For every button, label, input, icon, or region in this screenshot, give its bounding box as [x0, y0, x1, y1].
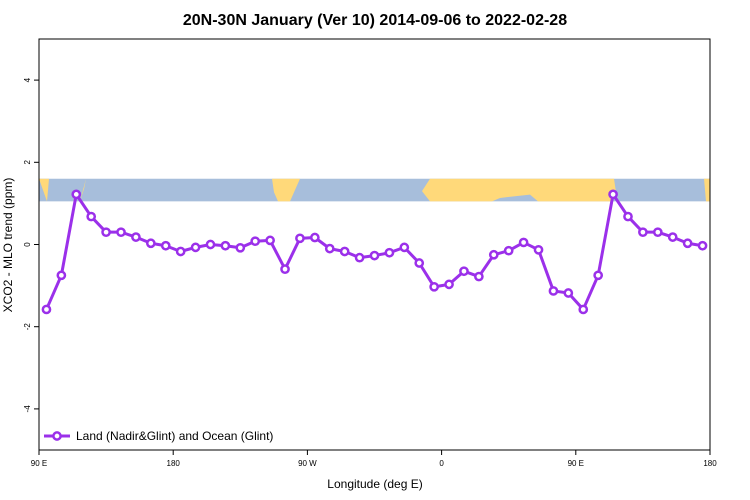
y-tick-label: 4 — [23, 77, 32, 82]
y-axis-label: XCO2 - MLO trend (ppm) — [1, 178, 15, 313]
data-point — [190, 242, 201, 253]
y-tick-label: 2 — [23, 160, 32, 165]
data-point — [324, 243, 335, 254]
data-point — [429, 281, 439, 292]
data-point — [488, 249, 499, 260]
data-point — [354, 252, 365, 263]
data-point — [682, 238, 693, 249]
data-point — [503, 245, 514, 256]
y-axis: -4 -2 0 2 4 — [23, 77, 39, 412]
plot-frame — [38, 38, 711, 451]
data-point — [667, 232, 678, 242]
x-tick-label: 90 E — [31, 459, 47, 468]
data-point — [474, 271, 484, 282]
data-point — [41, 304, 52, 315]
data-point — [220, 240, 231, 251]
data-point — [548, 286, 559, 296]
x-tick-label: 180 — [703, 459, 717, 468]
data-point — [697, 240, 708, 251]
land-mass — [80, 178, 86, 202]
data-point — [205, 239, 216, 250]
land-mass — [39, 178, 49, 202]
x-tick-label: 180 — [167, 459, 181, 468]
data-point — [518, 237, 529, 248]
data-point — [444, 279, 454, 290]
data-point — [56, 270, 67, 281]
data-point — [369, 250, 380, 261]
data-point — [339, 246, 350, 257]
data-point — [101, 227, 111, 238]
land-mass — [272, 178, 300, 202]
data-point — [175, 246, 186, 257]
data-point — [131, 232, 141, 242]
y-tick-label: -4 — [23, 405, 32, 413]
data-point — [384, 247, 395, 258]
data-point — [578, 304, 589, 315]
x-tick-label: 90 E — [568, 459, 584, 468]
data-point — [608, 189, 618, 200]
y-tick-label: 0 — [23, 242, 32, 247]
x-tick-label: 0 — [439, 459, 444, 468]
data-point — [652, 227, 663, 238]
data-point — [71, 189, 82, 200]
y-tick-label: -2 — [23, 323, 32, 331]
data-point — [265, 235, 275, 246]
land-mass — [422, 178, 616, 202]
data-point — [250, 236, 261, 247]
map-strip-land — [39, 178, 710, 202]
data-point — [638, 227, 648, 238]
data-point — [116, 227, 126, 238]
data-point — [160, 240, 171, 251]
data-point — [280, 264, 290, 275]
data-point — [623, 211, 633, 222]
land-mass — [704, 178, 710, 202]
map-strip — [39, 178, 710, 202]
legend-label: Land (Nadir&Glint) and Ocean (Glint) — [76, 429, 273, 443]
data-point — [414, 258, 425, 268]
legend-marker — [52, 431, 62, 441]
data-point — [145, 238, 156, 249]
data-point — [310, 232, 320, 243]
data-point — [399, 242, 410, 253]
x-axis: 90 E 180 90 W 0 90 E 180 — [31, 450, 717, 468]
series-layer — [41, 189, 708, 315]
data-point — [459, 266, 469, 277]
x-tick-label: 90 W — [298, 459, 317, 468]
legend: Land (Nadir&Glint) and Ocean (Glint) — [44, 429, 273, 443]
data-point — [235, 242, 246, 253]
chart-title: 20N-30N January (Ver 10) 2014-09-06 to 2… — [183, 12, 567, 29]
x-axis-label: Longitude (deg E) — [327, 477, 422, 491]
data-point — [593, 270, 604, 281]
data-point — [563, 288, 574, 298]
data-point — [533, 244, 544, 255]
data-point — [86, 211, 97, 222]
data-point — [295, 233, 305, 244]
